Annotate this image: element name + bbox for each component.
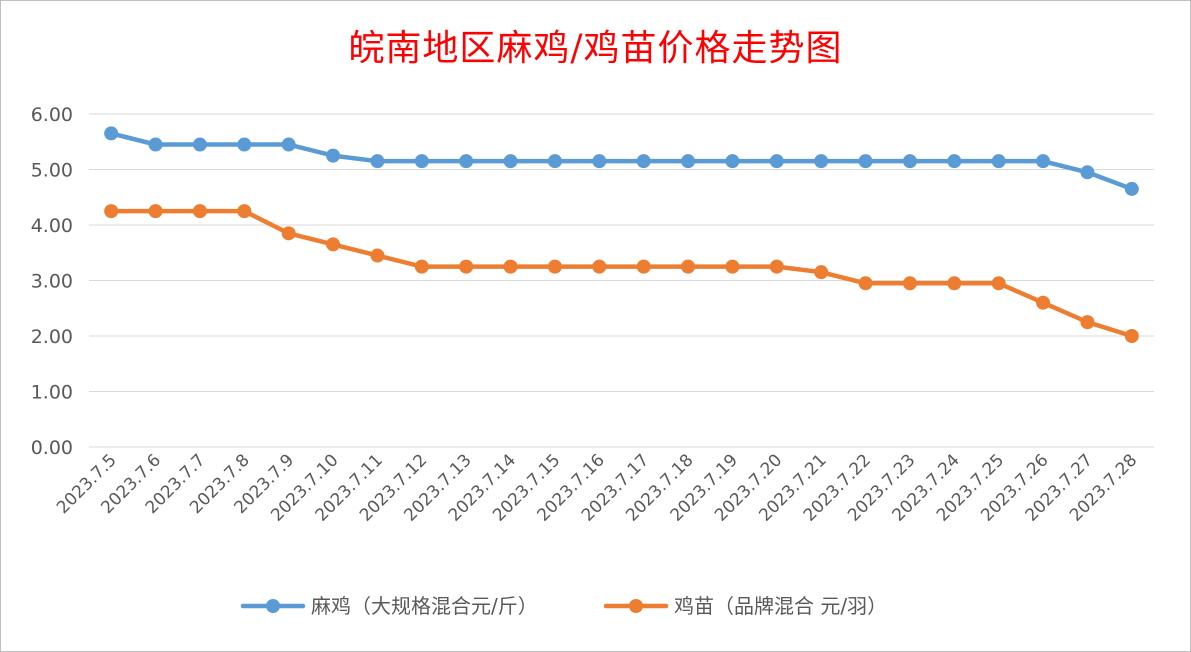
data-point [148, 137, 163, 152]
data-point [1036, 154, 1051, 169]
data-point [814, 265, 829, 280]
y-tick-label: 4.00 [31, 215, 73, 237]
legend-label-1: 鸡苗（品牌混合 元/羽） [674, 594, 887, 618]
data-point [636, 154, 651, 169]
data-point [814, 154, 829, 169]
data-point [237, 137, 252, 152]
data-point [991, 276, 1006, 291]
data-point [592, 259, 607, 274]
data-point [902, 276, 917, 291]
legend-marker-1 [629, 599, 643, 613]
data-point [858, 276, 873, 291]
data-point [370, 248, 385, 263]
data-point [547, 259, 562, 274]
data-point [459, 154, 474, 169]
legend-label-0: 麻鸡（大规格混合元/斤） [311, 594, 538, 618]
data-point [414, 259, 429, 274]
data-point [636, 259, 651, 274]
data-point [769, 154, 784, 169]
data-point [326, 237, 341, 252]
data-point [192, 204, 207, 219]
data-point [281, 137, 296, 152]
series-line-1 [108, 208, 1135, 339]
data-point [681, 154, 696, 169]
data-point [681, 259, 696, 274]
data-point [1036, 295, 1051, 310]
data-point [326, 148, 341, 163]
data-point [503, 154, 518, 169]
data-point [858, 154, 873, 169]
data-point [1124, 329, 1139, 343]
data-point [547, 154, 562, 169]
data-point [725, 154, 740, 169]
y-tick-label: 5.00 [31, 160, 73, 182]
legend-marker-0 [266, 599, 280, 613]
data-point [192, 137, 207, 152]
data-point [947, 154, 962, 169]
y-tick-label: 0.00 [31, 437, 73, 459]
data-point [237, 204, 252, 219]
data-point [1080, 165, 1095, 180]
data-point [1080, 315, 1095, 330]
chart-title: 皖南地区麻鸡/鸡苗价格走势图 [348, 28, 843, 69]
data-point [902, 154, 917, 169]
data-point [414, 154, 429, 169]
y-tick-label: 6.00 [31, 104, 73, 126]
data-point [148, 204, 163, 219]
y-tick-label: 1.00 [31, 382, 73, 404]
y-tick-label: 2.00 [31, 326, 73, 348]
data-point [503, 259, 518, 274]
data-point [991, 154, 1006, 169]
data-point [1124, 181, 1139, 196]
data-point [281, 226, 296, 241]
series-line-0 [108, 131, 1135, 192]
y-tick-label: 3.00 [31, 271, 73, 293]
data-point [370, 154, 385, 169]
data-point [725, 259, 740, 274]
data-point [459, 259, 474, 274]
data-point [104, 204, 119, 219]
data-point [769, 259, 784, 274]
data-point [104, 126, 119, 141]
data-point [947, 276, 962, 291]
data-point [592, 154, 607, 169]
